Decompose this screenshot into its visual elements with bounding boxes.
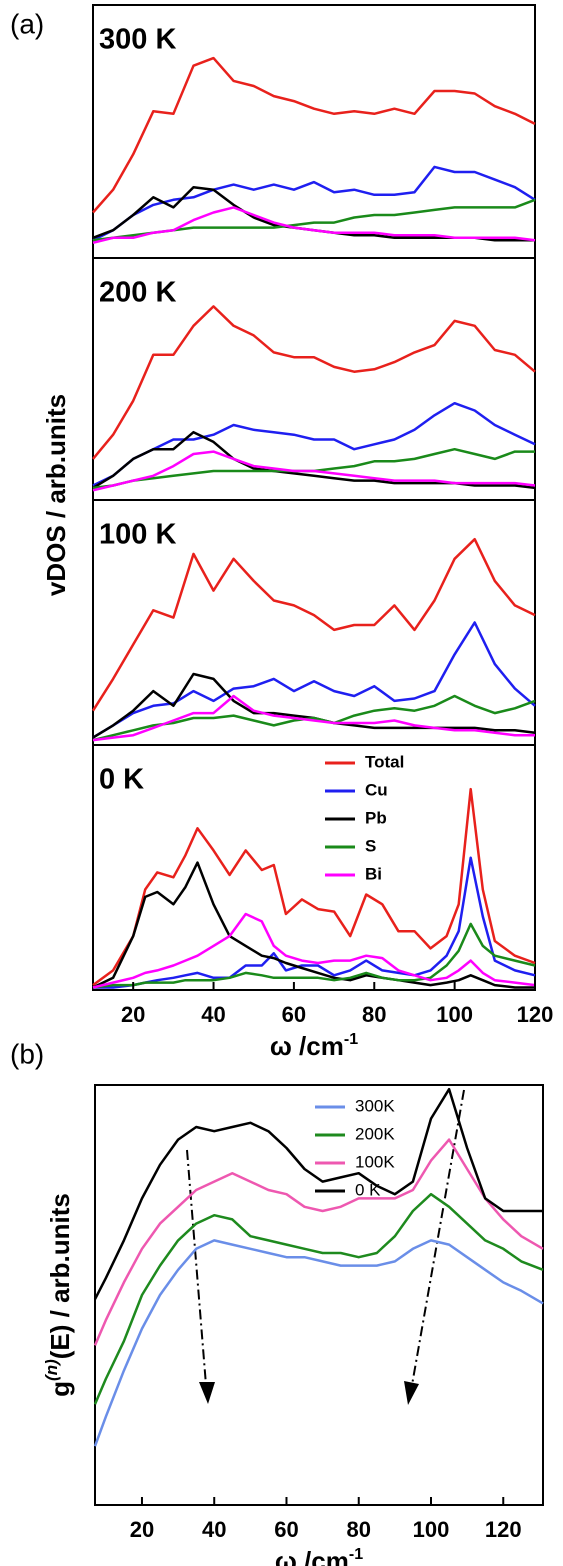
arrowhead	[404, 1381, 419, 1405]
x-tick-label: 60	[282, 1002, 306, 1027]
series-line	[92, 450, 536, 492]
series-line	[93, 1087, 543, 1300]
plot-frame	[94, 1084, 544, 1506]
series-line	[93, 1138, 544, 1346]
legend-label: 0 K	[355, 1180, 381, 1199]
arrows	[186, 1089, 465, 1386]
x-tick-label: 40	[201, 1002, 225, 1027]
x-axis-label-main: ω /cm	[275, 1546, 349, 1566]
series-line	[92, 206, 536, 245]
panel-label: (b)	[10, 1038, 44, 1069]
series-line	[93, 1192, 544, 1405]
x-tick-label: 100	[413, 1517, 450, 1542]
panel-title: 300 K	[99, 24, 176, 56]
arrowhead	[199, 1382, 215, 1404]
series-line	[92, 694, 536, 742]
series-line	[92, 621, 536, 739]
series-line	[92, 165, 536, 242]
panel-title: 200 K	[99, 277, 176, 309]
arrow-left	[186, 1149, 207, 1386]
y-axis-label-part: (E) / arb.units	[45, 1193, 75, 1359]
x-tick-label: 20	[130, 1517, 154, 1542]
series-line	[92, 787, 536, 987]
legend-label: 100K	[355, 1152, 395, 1171]
legend-label: Total	[365, 752, 404, 771]
series-line	[92, 305, 536, 460]
x-axis-label-sup: -1	[344, 1031, 358, 1048]
y-axis-label-part: g	[45, 1381, 75, 1397]
x-tick-label: 120	[485, 1517, 522, 1542]
series-line	[92, 922, 536, 989]
panel-title: 100 K	[99, 519, 176, 551]
legend-label: 200K	[355, 1124, 395, 1143]
x-tick-label: 80	[346, 1517, 370, 1542]
legend-label: S	[365, 836, 376, 855]
panel-title: 0 K	[99, 764, 144, 796]
series-line	[92, 401, 536, 487]
y-axis-label-part: (n)	[42, 1359, 61, 1381]
series-line	[92, 198, 536, 242]
legend-label: Pb	[365, 808, 387, 827]
x-tick-label: 100	[436, 1002, 473, 1027]
x-tick-label: 60	[274, 1517, 298, 1542]
y-axis-label: vDOS / arb.units	[41, 394, 71, 596]
series-line	[91, 537, 536, 712]
x-tick-label: 120	[517, 1002, 554, 1027]
x-tick-label: 20	[121, 1002, 145, 1027]
series-line	[93, 1239, 544, 1447]
series-line	[92, 912, 536, 989]
arrow-right	[411, 1089, 465, 1386]
x-tick-label: 80	[362, 1002, 386, 1027]
y-axis-label: g(n)(E) / arb.units	[42, 1193, 75, 1397]
x-axis-label: ω /cm-1	[275, 1546, 363, 1566]
series-line	[93, 856, 536, 989]
legend-label: Cu	[365, 780, 388, 799]
x-tick-label: 40	[202, 1517, 226, 1542]
series-line	[92, 56, 536, 214]
panel-label: (a)	[10, 8, 44, 39]
x-axis-label: ω /cm-1	[270, 1031, 358, 1061]
plot-frame	[92, 744, 536, 991]
legend-label: Bi	[365, 864, 382, 883]
series-line	[92, 694, 535, 742]
x-axis-label-sup: -1	[349, 1546, 363, 1563]
x-axis-label-main: ω /cm	[270, 1031, 344, 1061]
legend-label: 300K	[355, 1096, 395, 1115]
series-line	[92, 861, 535, 989]
